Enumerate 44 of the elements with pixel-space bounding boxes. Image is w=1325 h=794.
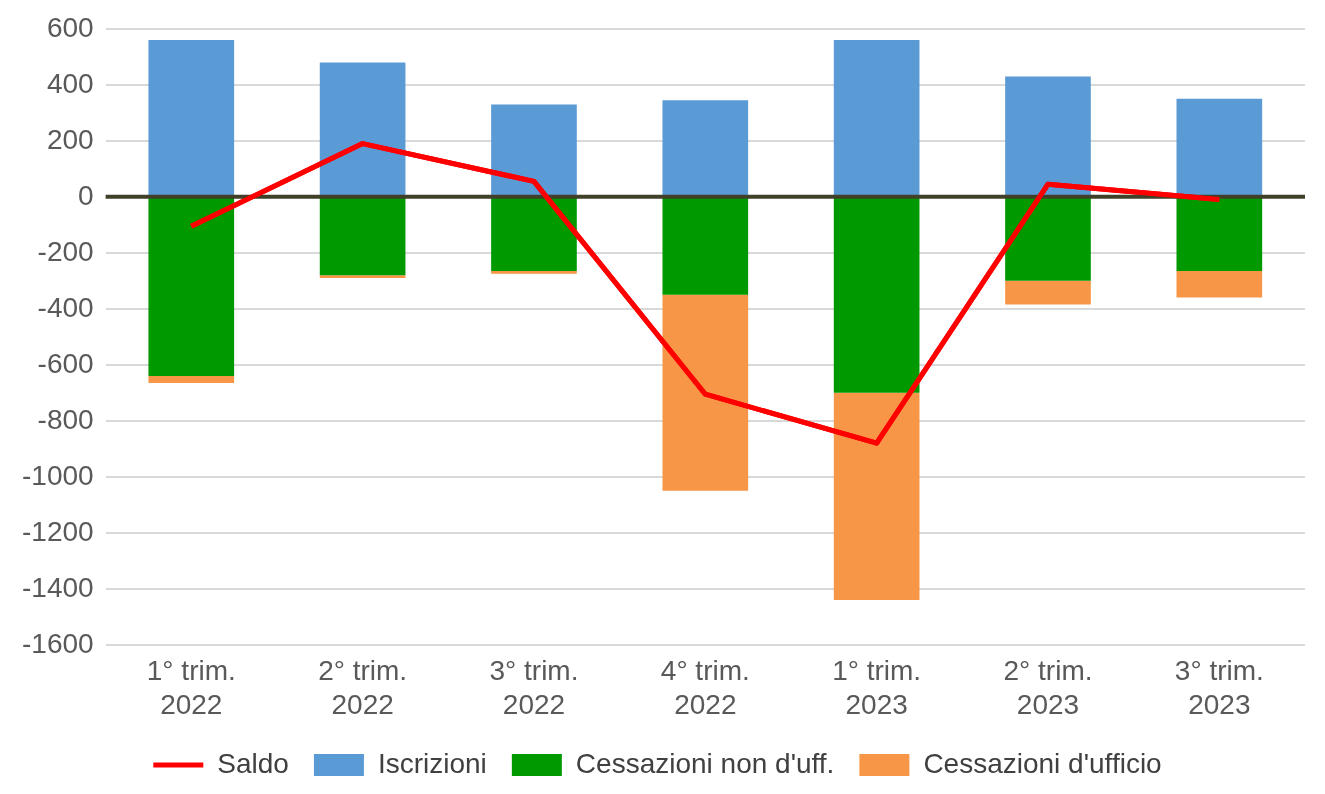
bar [491, 271, 577, 274]
bar [148, 197, 235, 376]
y-tick-label: 600 [46, 11, 94, 43]
bar [1005, 280, 1091, 305]
x-tick-label: 3° trim. 2023 [1174, 655, 1264, 720]
bar [319, 197, 406, 276]
y-tick-label: -400 [37, 291, 94, 323]
x-tick-label: 2° trim. 2022 [318, 655, 408, 720]
y-tick-label: 400 [46, 67, 94, 99]
bar [833, 392, 920, 600]
x-tick-label: 3° trim. 2022 [489, 655, 579, 720]
bar [1005, 76, 1091, 196]
bar [662, 100, 749, 196]
bar [1176, 271, 1263, 298]
x-tick-label: 4° trim. 2022 [660, 655, 750, 720]
x-tick-label: 2° trim. 2023 [1003, 655, 1093, 720]
y-tick-label: -1600 [21, 627, 94, 659]
bar [1176, 98, 1263, 196]
legend-label: Iscrizioni [377, 747, 487, 779]
legend-label: Saldo [217, 747, 289, 779]
y-tick-label: -1200 [21, 515, 94, 547]
bar [833, 40, 920, 196]
y-tick-label: 200 [46, 123, 94, 155]
bar [662, 294, 749, 491]
y-tick-label: 0 [78, 179, 94, 211]
y-tick-label: -800 [37, 403, 94, 435]
bar [319, 275, 406, 278]
bar [662, 197, 749, 295]
x-tick-label: 1° trim. 2022 [146, 655, 236, 720]
bar [319, 62, 406, 196]
bar [491, 104, 577, 196]
y-tick-label: -1400 [21, 571, 94, 603]
bar [148, 40, 235, 196]
bar [148, 376, 235, 383]
y-tick-label: -600 [37, 347, 94, 379]
legend-label: Cessazioni d'ufficio [923, 747, 1162, 779]
legend-label: Cessazioni non d'uff. [575, 747, 835, 779]
bar [1176, 197, 1263, 271]
x-tick-label: 1° trim. 2023 [832, 655, 922, 720]
bar [1005, 197, 1091, 281]
bar [491, 197, 577, 271]
y-tick-label: -1000 [21, 459, 94, 491]
y-tick-label: -200 [37, 235, 94, 267]
bar [833, 197, 920, 393]
